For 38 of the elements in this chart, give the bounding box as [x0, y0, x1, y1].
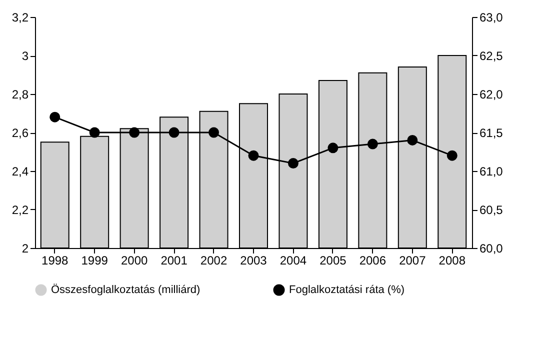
point — [89, 127, 100, 138]
point — [446, 150, 458, 161]
x-tick-label: 1998 — [42, 254, 69, 268]
point — [288, 158, 298, 169]
x-tick-label: 2001 — [160, 254, 188, 268]
y2-tick-label: 61,0 — [480, 164, 504, 178]
y-tick-label: 2,4 — [12, 164, 29, 178]
y2-tick-label: 62,5 — [480, 49, 504, 63]
y-tick-label: 2,2 — [12, 203, 29, 217]
x-tick-label: 2004 — [280, 254, 307, 268]
y2-tick-label: 60,0 — [480, 242, 504, 256]
legend-label: Foglalkoztatási ráta (%) — [289, 284, 405, 296]
y-tick-label: 2,8 — [12, 88, 29, 102]
y-tick-label: 2,6 — [12, 126, 29, 140]
y2-tick-label: 60,5 — [480, 203, 504, 217]
x-tick-label: 2003 — [240, 254, 268, 268]
point — [367, 138, 378, 150]
point — [248, 150, 259, 161]
point — [407, 134, 418, 146]
y-tick-label: 2 — [22, 242, 29, 256]
x-tick-label: 2007 — [399, 254, 426, 268]
y2-tick-label: 62,0 — [480, 88, 504, 102]
y-tick-label: 3 — [22, 49, 29, 63]
x-tick-label: 2006 — [359, 254, 386, 268]
x-tick-label: 1999 — [81, 254, 108, 268]
y2-tick-label: 63,0 — [480, 10, 504, 24]
legend-label: Összesfoglalkoztatás (milliárd) — [51, 283, 200, 296]
x-tick-label: 2002 — [200, 254, 228, 268]
x-tick-label: 2008 — [438, 254, 466, 268]
y-tick-label: 3,2 — [12, 10, 29, 24]
point — [208, 127, 220, 138]
point — [129, 127, 140, 138]
point — [168, 127, 180, 138]
y2-tick-label: 61,5 — [480, 126, 504, 140]
point — [328, 142, 338, 154]
x-tick-label: 2005 — [320, 254, 347, 268]
x-tick-label: 2000 — [120, 254, 148, 268]
point — [50, 112, 60, 122]
